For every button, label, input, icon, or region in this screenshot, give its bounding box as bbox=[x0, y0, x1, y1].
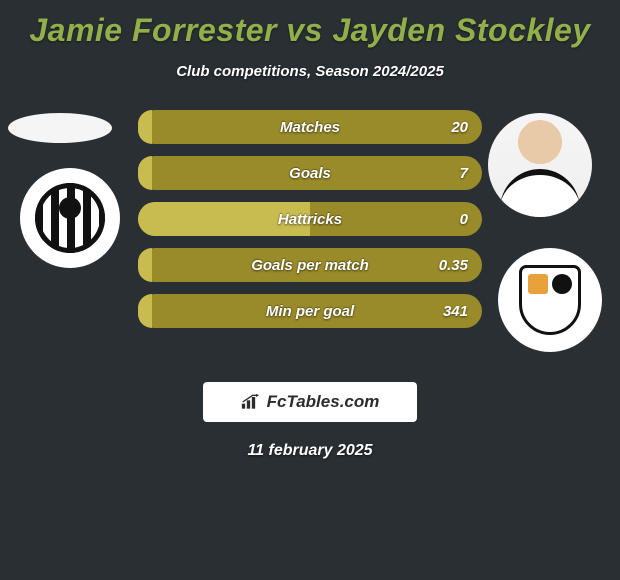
stat-row-hattricks: Hattricks 0 bbox=[138, 202, 482, 236]
page-title: Jamie Forrester vs Jayden Stockley bbox=[0, 0, 620, 49]
stat-right-value: 20 bbox=[451, 110, 468, 144]
fctables-logo-text: FcTables.com bbox=[267, 392, 380, 412]
stat-right-value: 0.35 bbox=[439, 248, 468, 282]
stat-bars: Matches 20 Goals 7 Hattricks 0 Goals per… bbox=[138, 110, 482, 340]
player-left-avatar bbox=[8, 113, 112, 143]
stat-row-min-per-goal: Min per goal 341 bbox=[138, 294, 482, 328]
stat-label: Hattricks bbox=[138, 202, 482, 236]
stat-label: Goals per match bbox=[138, 248, 482, 282]
stat-label: Matches bbox=[138, 110, 482, 144]
player-left-crest bbox=[20, 168, 120, 268]
player-right-crest bbox=[498, 248, 602, 352]
stat-right-value: 7 bbox=[460, 156, 468, 190]
stat-row-goals: Goals 7 bbox=[138, 156, 482, 190]
stat-label: Goals bbox=[138, 156, 482, 190]
stat-right-value: 0 bbox=[460, 202, 468, 236]
stat-label: Min per goal bbox=[138, 294, 482, 328]
stat-right-value: 341 bbox=[443, 294, 468, 328]
date-label: 11 february 2025 bbox=[0, 442, 620, 460]
subtitle: Club competitions, Season 2024/2025 bbox=[0, 63, 620, 80]
stat-row-goals-per-match: Goals per match 0.35 bbox=[138, 248, 482, 282]
comparison-content: Matches 20 Goals 7 Hattricks 0 Goals per… bbox=[0, 110, 620, 370]
chart-icon bbox=[241, 394, 261, 410]
fctables-logo-link[interactable]: FcTables.com bbox=[203, 382, 417, 422]
stat-row-matches: Matches 20 bbox=[138, 110, 482, 144]
player-right-avatar bbox=[488, 113, 592, 217]
port-vale-badge-icon bbox=[519, 265, 581, 335]
notts-county-badge-icon bbox=[35, 183, 105, 253]
